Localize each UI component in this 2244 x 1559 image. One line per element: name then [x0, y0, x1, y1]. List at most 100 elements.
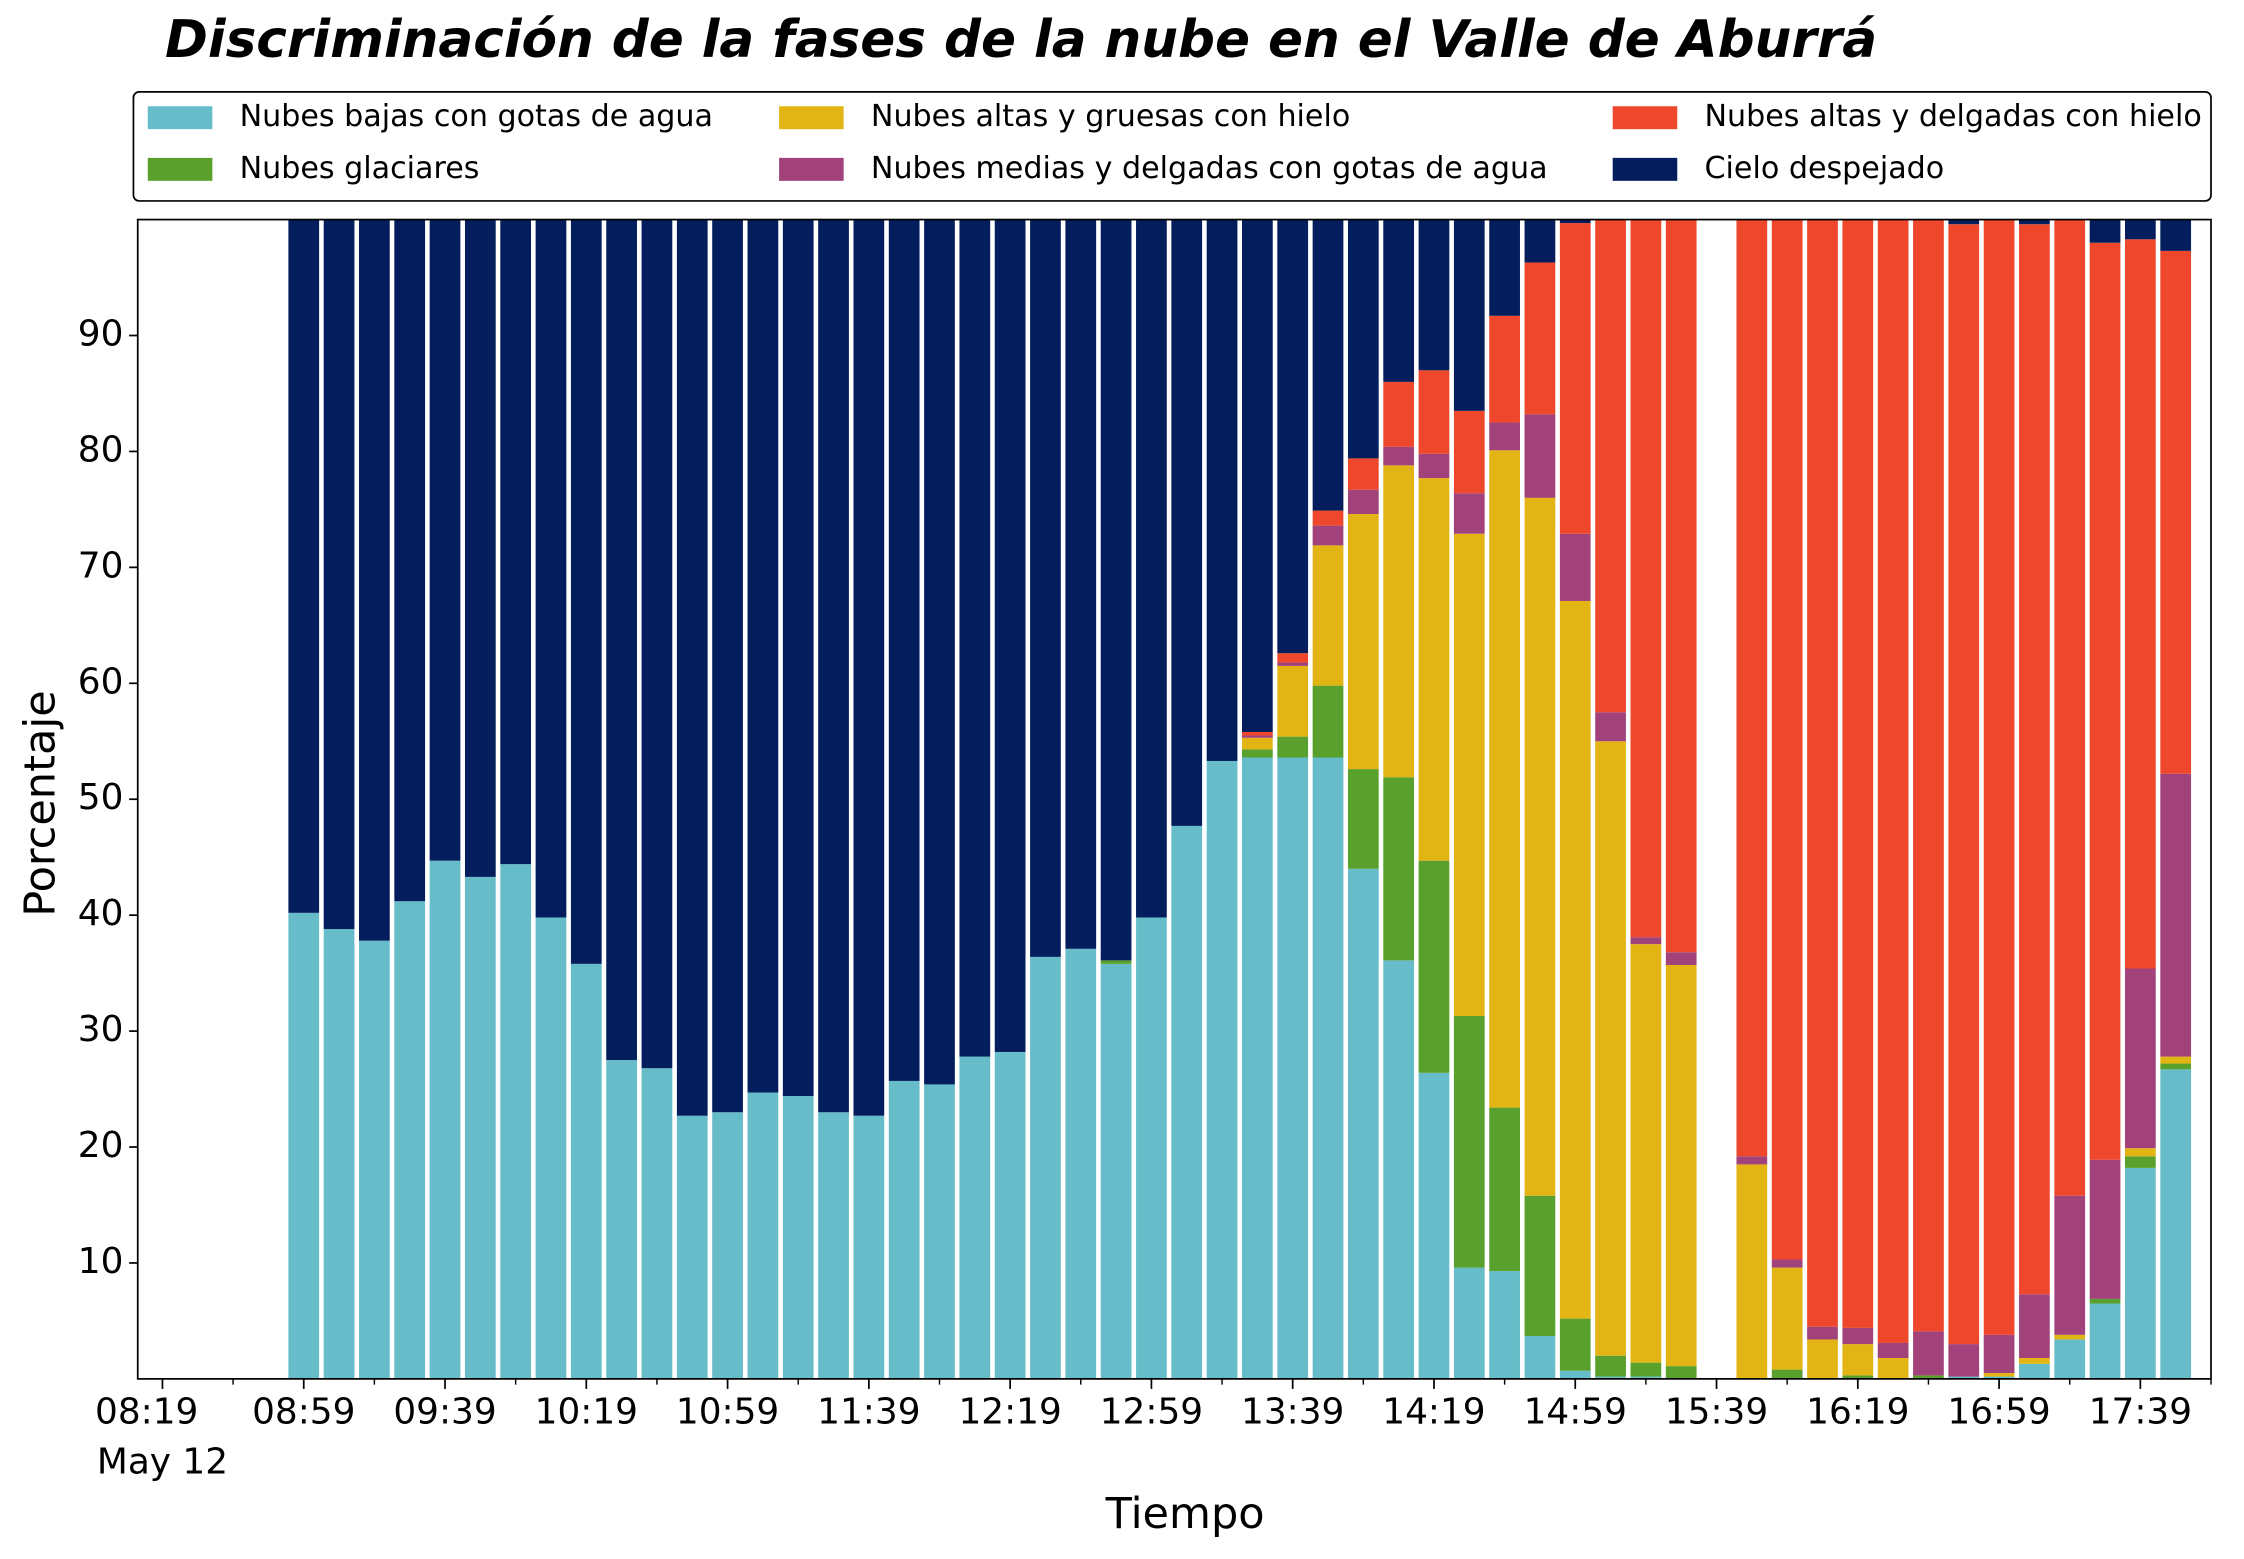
- bar-segment: [1630, 937, 1662, 945]
- y-tick-label: 50: [78, 777, 124, 818]
- bar-segment: [1418, 478, 1450, 861]
- bar-segment: [782, 1096, 814, 1379]
- bar-segment: [1842, 1344, 1874, 1376]
- bar-segment: [1948, 1344, 1980, 1377]
- bar-segment: [1383, 777, 1415, 961]
- bar-segment: [1559, 1370, 1591, 1379]
- legend: Nubes bajas con gotas de agua Nubes glaci…: [147, 99, 2202, 186]
- x-tick-label: 12:59: [1100, 1391, 1203, 1432]
- bar-segment: [1595, 1376, 1626, 1379]
- bar-segment: [1842, 219, 1874, 1328]
- bar-segment: [1312, 545, 1344, 686]
- bar-segment: [1418, 860, 1450, 1073]
- x-tick-label: 09:39: [393, 1391, 496, 1432]
- y-tick-label: 80: [78, 429, 124, 470]
- bar-segment: [1489, 219, 1520, 316]
- bar-segment: [606, 219, 637, 1061]
- bar-segment: [2054, 1195, 2086, 1335]
- bar-segment: [676, 1115, 708, 1379]
- bar-segment: [2124, 239, 2156, 969]
- bar-segment: [2089, 1159, 2121, 1299]
- bar-segment: [1630, 1376, 1662, 1379]
- bar-segment: [1595, 741, 1626, 1356]
- bar-segment: [429, 219, 461, 861]
- bar-segment: [1453, 219, 1485, 411]
- bar-segment: [2160, 1063, 2192, 1070]
- bar-segment: [1171, 825, 1203, 1379]
- bar-segment: [500, 864, 532, 1379]
- bar-segment: [1913, 219, 1944, 1332]
- bar-segment: [1347, 769, 1379, 869]
- bar-segment: [1913, 1331, 1944, 1376]
- bar-segment: [1347, 514, 1379, 770]
- bar-segment: [1418, 1072, 1450, 1379]
- legend-label: Nubes altas y gruesas con hielo: [871, 99, 1350, 134]
- bar-segment: [641, 219, 673, 1069]
- bar-segment: [1277, 662, 1309, 666]
- bar-segment: [2089, 242, 2121, 1160]
- bar-segment: [1807, 1339, 1838, 1379]
- bar-segment: [747, 219, 779, 1093]
- legend-label: Nubes altas y delgadas con hielo: [1705, 99, 2202, 134]
- bar-segment: [1100, 963, 1132, 1379]
- bar-segment: [924, 219, 955, 1085]
- bar-segment: [1418, 453, 1450, 479]
- plot-area: [288, 219, 2192, 1379]
- bar-segment: [1136, 917, 1167, 1379]
- bar-segment: [1983, 219, 2015, 1335]
- bar-segment: [1736, 1164, 1768, 1379]
- bar-segment: [1524, 497, 1556, 1196]
- x-tick-label: 16:59: [1947, 1391, 2050, 1432]
- bar-segment: [888, 219, 920, 1081]
- bar-segment: [1665, 952, 1697, 966]
- bar-segment: [2160, 773, 2192, 1057]
- legend-swatch: [779, 106, 844, 130]
- bar-segment: [1559, 223, 1591, 534]
- bar-segment: [1524, 262, 1556, 415]
- bar-segment: [1453, 410, 1485, 494]
- bar-segment: [1913, 1375, 1944, 1379]
- legend-swatch: [779, 157, 844, 181]
- bar-segment: [1453, 1016, 1485, 1268]
- bar-segment: [288, 219, 320, 913]
- x-tick-label: 14:59: [1524, 1391, 1627, 1432]
- bar-segment: [1489, 1271, 1520, 1379]
- bar-segment: [1807, 219, 1838, 1327]
- bar-segment: [1559, 533, 1591, 601]
- bar-segment: [1171, 219, 1203, 826]
- bar-segment: [1312, 525, 1344, 546]
- bar-segment: [1842, 1327, 1874, 1345]
- bar-segment: [323, 219, 355, 930]
- bar-segment: [1347, 868, 1379, 1379]
- bar-segment: [1559, 219, 1591, 224]
- bar-segment: [1877, 219, 1909, 1343]
- x-tick-label: 11:39: [817, 1391, 920, 1432]
- bar-segment: [959, 219, 991, 1057]
- bar-segment: [1277, 736, 1309, 758]
- bar-segment: [2124, 1156, 2156, 1168]
- bar-segment: [1983, 1376, 2015, 1379]
- bar-segment: [2124, 219, 2156, 240]
- bar-segment: [1877, 1358, 1909, 1379]
- bar-segment: [1312, 757, 1344, 1379]
- bar-segment: [606, 1060, 637, 1379]
- bar-segment: [1030, 219, 1061, 957]
- bar-segment: [1524, 219, 1556, 263]
- bar-segment: [2089, 1303, 2121, 1379]
- bar-segment: [1595, 219, 1626, 713]
- legend-swatch: [1612, 106, 1678, 130]
- bar-segment: [464, 219, 496, 877]
- bar-segment: [1100, 219, 1132, 961]
- bar-segment: [359, 219, 390, 941]
- bar-segment: [1347, 458, 1379, 490]
- bar-segment: [1383, 446, 1415, 466]
- bar-segment: [570, 963, 602, 1379]
- bar-segment: [712, 219, 743, 1113]
- bar-segment: [1242, 737, 1273, 750]
- bar-segment: [1595, 712, 1626, 742]
- bar-segment: [2124, 1148, 2156, 1157]
- y-tick-label: 40: [78, 893, 124, 934]
- y-tick-label: 10: [78, 1241, 124, 1282]
- bar-segment: [924, 1084, 955, 1379]
